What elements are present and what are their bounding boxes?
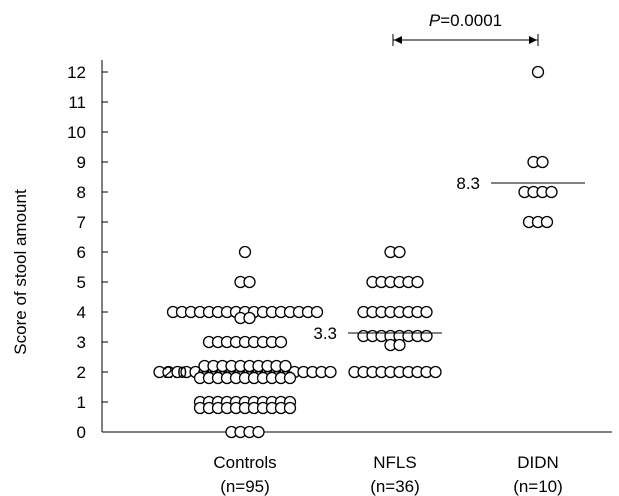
y-tick-label: 0 <box>77 423 86 442</box>
category-label: DIDN <box>517 453 559 472</box>
data-point <box>252 425 265 439</box>
data-point <box>531 65 545 79</box>
significance-annotation: P=0.0001 <box>392 11 539 46</box>
data-point <box>310 305 324 319</box>
category-labels: Controls (n=95) NFLS (n=36) DIDN (n=10) <box>213 453 562 496</box>
data-point <box>283 401 297 415</box>
data-point <box>429 365 442 379</box>
data-point <box>274 335 288 349</box>
category-n-label: (n=36) <box>370 477 420 496</box>
data-point <box>420 329 433 343</box>
y-tick-label: 5 <box>77 273 86 292</box>
mean-label: 2.0 <box>163 363 187 382</box>
data-point <box>393 338 406 352</box>
y-tick-label: 8 <box>77 183 86 202</box>
data-point <box>540 215 554 229</box>
data-point <box>279 359 292 373</box>
mean-label: 3.3 <box>313 324 337 343</box>
category-label: Controls <box>213 453 276 472</box>
data-point <box>536 155 549 169</box>
mean-label: 8.3 <box>456 174 480 193</box>
y-tick-label: 7 <box>77 213 86 232</box>
annotation-right-arrow <box>529 36 537 44</box>
data-point <box>420 305 433 319</box>
y-tick-label: 12 <box>67 63 86 82</box>
y-tick-label: 4 <box>77 303 86 322</box>
category-n-label: (n=10) <box>513 477 563 496</box>
y-tick-label: 10 <box>67 123 86 142</box>
data-point <box>393 245 406 259</box>
p-value-symbol: P <box>429 11 441 30</box>
mean-lines: 2.0 3.3 8.3 <box>163 174 585 382</box>
y-tick-label: 6 <box>77 243 86 262</box>
y-tick-label: 1 <box>77 393 86 412</box>
y-tick-label: 2 <box>77 363 86 382</box>
annotation-left-arrow <box>394 36 402 44</box>
category-label: NFLS <box>373 453 416 472</box>
data-point <box>243 275 256 289</box>
data-point <box>411 275 424 289</box>
data-point <box>324 365 337 379</box>
data-point <box>545 185 558 199</box>
y-tick-label: 9 <box>77 153 86 172</box>
p-value-number: =0.0001 <box>440 11 502 30</box>
y-tick-label: 3 <box>77 333 86 352</box>
data-point <box>238 245 252 259</box>
p-value-label: P=0.0001 <box>429 11 502 30</box>
data-points <box>153 65 558 439</box>
axes <box>101 60 612 433</box>
data-point <box>283 371 297 385</box>
y-tick-label: 11 <box>68 93 86 112</box>
y-axis-title: Score of stool amount <box>11 189 30 355</box>
category-n-label: (n=95) <box>220 477 270 496</box>
data-point <box>243 311 256 325</box>
